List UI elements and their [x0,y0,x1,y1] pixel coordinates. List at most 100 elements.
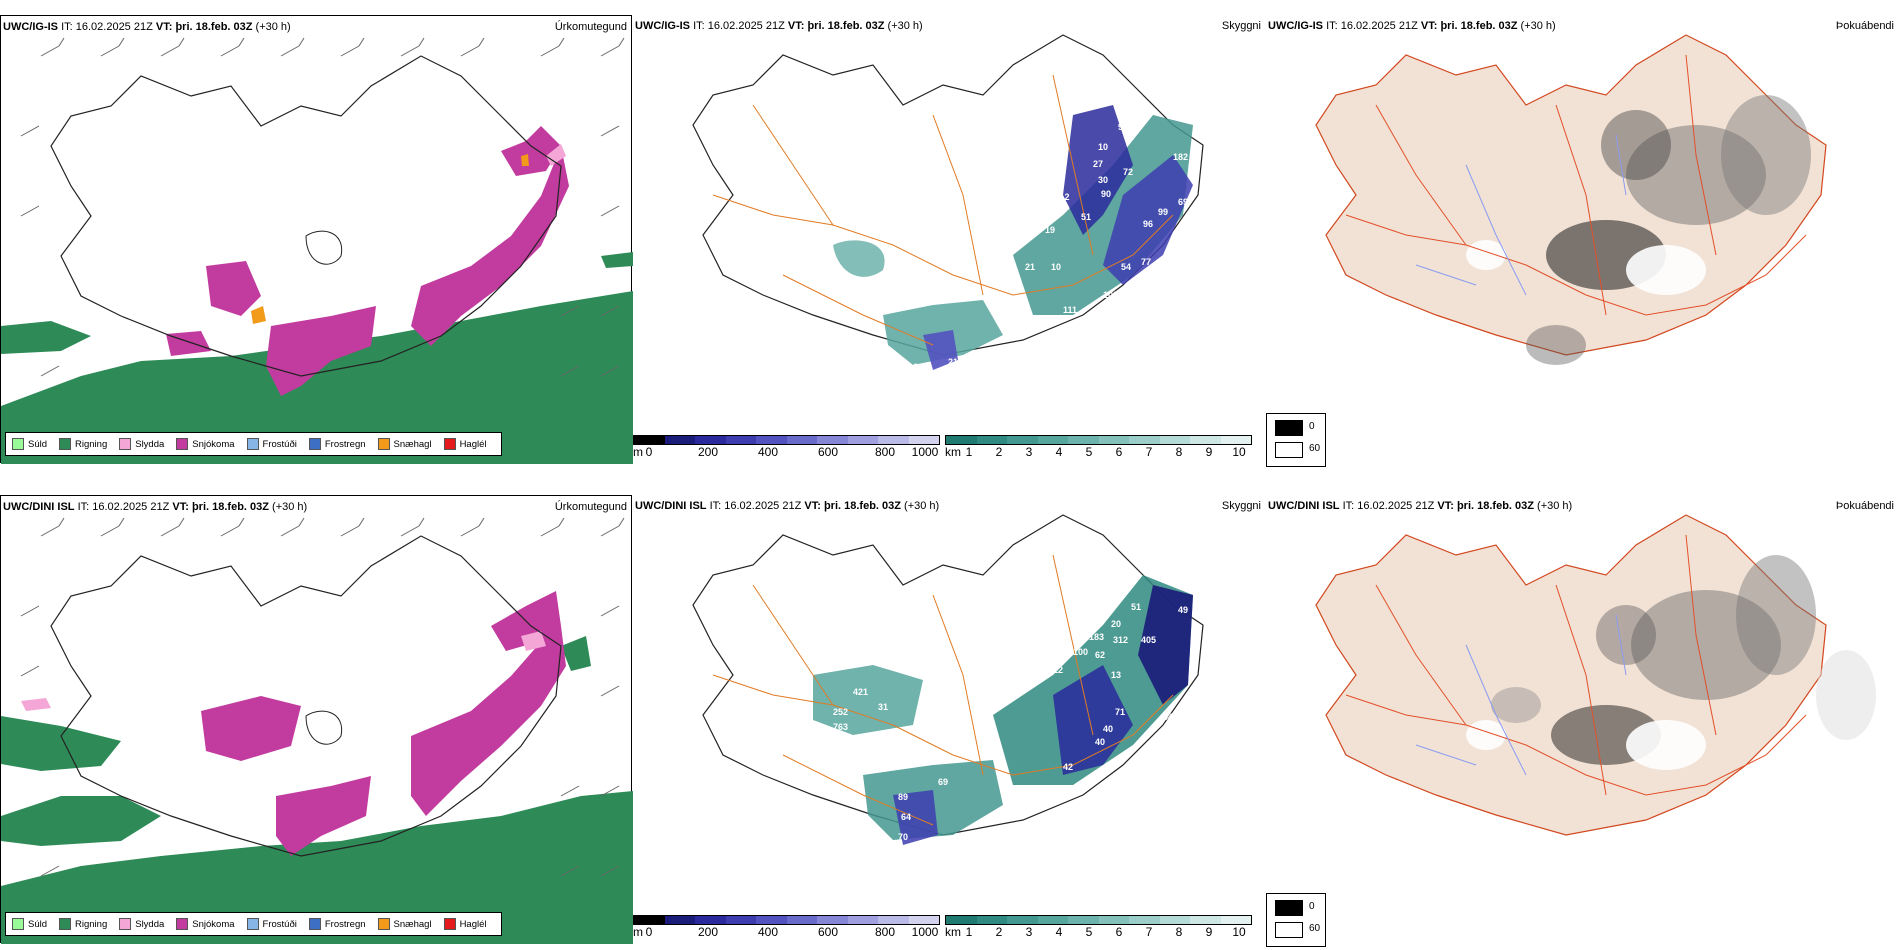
precip-legend: Súld Rigning Slydda Snjókoma Frostúði Fr… [5,912,502,936]
snow-area-2 [276,776,371,856]
legend-swatch [119,438,132,450]
precip-fields [1,591,633,944]
ceiling-value: 49 [1178,605,1188,615]
ceiling-value: 40 [1095,737,1105,747]
ceiling-value: 20 [1111,619,1121,629]
ceiling-value: 99 [1158,207,1168,217]
ceiling-value: 166 [908,362,923,372]
legend-swatch [377,438,390,450]
ceiling-value: 213 [948,357,963,367]
ceiling-map-top: 222 92 10 72 182 27 30 90 99 69 96 112 1… [692,34,1204,402]
rivers [1415,134,1627,296]
fog-panel-bottom: UWC/DINI ISL IT: 16.02.2025 21Z VT: þri.… [1266,495,1898,943]
ceiling-unit: m [633,445,643,459]
fog-map-top [1315,34,1827,365]
panel-title: UWC/DINI ISL IT: 16.02.2025 21Z VT: þri.… [3,501,308,513]
ceiling-value-labels: 50 69 51 49 20 312 405 100 183 62 13 12 … [833,547,1188,842]
visibility-tick: 5 [1085,925,1093,939]
graupel-spot-2 [521,154,529,166]
ceiling-area-1 [1138,585,1193,705]
ceiling-value: 10 [1065,325,1075,335]
panel-label: Skyggni [1221,500,1261,512]
legend-item: Súld [12,438,47,450]
visibility-unit: km [945,925,961,939]
visibility-tick: 4 [1055,925,1063,939]
ceiling-area-3 [923,330,958,370]
ceiling-tick: 200 [697,445,719,459]
panel-title: UWC/IG-IS IT: 16.02.2025 21Z VT: þri. 18… [3,21,291,33]
legend-swatch [246,918,259,930]
legend-swatch [176,438,189,450]
ceiling-value: 19 [1045,225,1055,235]
ceiling-tick: 1000 [911,445,939,459]
ceiling-value: 38 [978,697,988,707]
precip-map-top [1,37,633,464]
ceiling-value: 70 [898,832,908,842]
legend-swatch [119,918,132,930]
visibility-tick: 5 [1085,445,1093,459]
ceiling-value: 13 [1111,670,1121,680]
fog-legend-high: 60 [1309,923,1321,934]
panel-label: Skyggni [1221,20,1261,32]
ceiling-value: 252 [833,707,848,717]
fog-legend-low: 0 [1309,901,1315,912]
ceiling-value: 97 [958,747,968,757]
panel-label: Þokuábendi [1835,20,1894,32]
ceiling-value: 102 [1103,290,1118,300]
visibility-tick: 3 [1025,925,1033,939]
ceiling-value: 100 [1073,647,1088,657]
panel-label: Úrkomutegund [554,501,627,513]
ceiling-tick: 800 [874,925,896,939]
fog-panel-top: UWC/IG-IS IT: 16.02.2025 21Z VT: þri. 18… [1266,15,1898,463]
ceiling-tick: 800 [874,445,896,459]
visibility-tick: 1 [965,925,973,939]
legend-item: Snjókoma [176,438,235,450]
ceiling-value: 12 [1053,665,1063,675]
visibility-colorbar-strip [945,435,1252,445]
legend-item: Súld [12,918,47,930]
legend-swatch [12,438,24,450]
ceiling-value: 111 [1063,305,1077,315]
snow-area-5 [501,126,561,176]
ceiling-value: 21 [1025,262,1035,272]
precip-type-panel-bottom: UWC/DINI ISL IT: 16.02.2025 21Z VT: þri.… [0,495,633,944]
ceiling-value: 89 [948,392,958,402]
sleet-area [546,144,566,166]
fog-density [1466,95,1811,365]
legend-swatch [59,918,72,930]
ceiling-value: 50 [1085,547,1095,557]
visibility-colorbar: km 1 2 3 4 5 6 7 8 9 10 [945,435,1255,461]
legend-swatch [377,918,390,930]
ceiling-value: 72 [1123,167,1133,177]
rain-area-east [601,252,633,268]
ceiling-value: 763 [833,722,848,732]
rain-area [1,291,633,464]
ceiling-value: 54 [1121,262,1131,272]
ceiling-tick: 200 [697,925,719,939]
fog-legend-high: 60 [1309,443,1321,454]
ceiling-value: 42 [1063,762,1073,772]
ceiling-value: 69 [938,777,948,787]
ceiling-colorbar-strip [633,915,940,925]
ceiling-map-bottom: 50 69 51 49 20 312 405 100 183 62 13 12 … [692,514,1204,845]
precip-fields [1,126,633,464]
legend-item: Snæhagl [377,918,432,930]
visibility-tick: 6 [1115,445,1123,459]
ceiling-tick: 400 [757,925,779,939]
road-network [712,554,1174,826]
legend-swatch [443,918,456,930]
ceiling-value: 71 [1115,707,1125,717]
visibility-colorbar: km 1 2 3 4 5 6 7 8 9 10 [945,915,1255,941]
ceiling-value: 69 [1128,575,1138,585]
snow-area-1 [206,261,261,316]
visibility-tick: 9 [1205,445,1213,459]
visibility-tick: 7 [1145,925,1153,939]
panel-title: UWC/DINI ISL IT: 16.02.2025 21Z VT: þri.… [1268,500,1573,512]
legend-item: Snjókoma [176,918,235,930]
legend-item: Rigning [59,918,107,930]
ceiling-visibility-panel-top: 222 92 10 72 182 27 30 90 99 69 96 112 1… [633,15,1265,463]
ceiling-value: 90 [1101,189,1111,199]
ceiling-colorbar: m 0 200 400 600 800 1000 [633,435,943,461]
ceiling-value-labels: 222 92 10 72 182 27 30 90 99 69 96 112 1… [908,82,1188,402]
legend-item: Slydda [119,918,164,930]
